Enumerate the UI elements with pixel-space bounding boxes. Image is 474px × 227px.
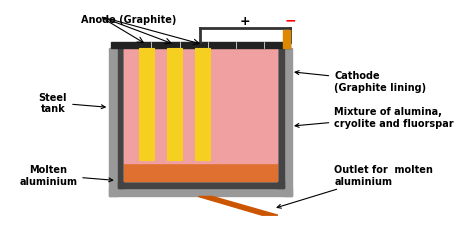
Text: Cathode
(Graphite lining): Cathode (Graphite lining) <box>295 71 426 93</box>
Bar <box>109 49 118 197</box>
Bar <box>124 49 277 182</box>
Bar <box>167 49 182 160</box>
Bar <box>139 49 154 160</box>
Bar <box>124 49 277 163</box>
Bar <box>111 42 290 49</box>
Bar <box>283 30 290 49</box>
Bar <box>283 49 292 197</box>
Polygon shape <box>198 197 278 215</box>
Text: Molten
aluminium: Molten aluminium <box>19 164 113 186</box>
Text: Outlet for  molten
aluminium: Outlet for molten aluminium <box>277 164 433 208</box>
Text: Mixture of alumina,
cryolite and fluorspar: Mixture of alumina, cryolite and fluorsp… <box>295 106 454 128</box>
Bar <box>118 49 124 188</box>
Text: −: − <box>284 14 296 28</box>
Bar <box>277 49 283 188</box>
Text: Anode (Graphite): Anode (Graphite) <box>81 15 176 25</box>
Text: +: + <box>240 15 250 28</box>
Bar <box>195 49 210 160</box>
Bar <box>118 182 283 188</box>
Bar <box>109 188 292 197</box>
Bar <box>124 163 277 182</box>
Text: Steel
tank: Steel tank <box>39 92 105 114</box>
